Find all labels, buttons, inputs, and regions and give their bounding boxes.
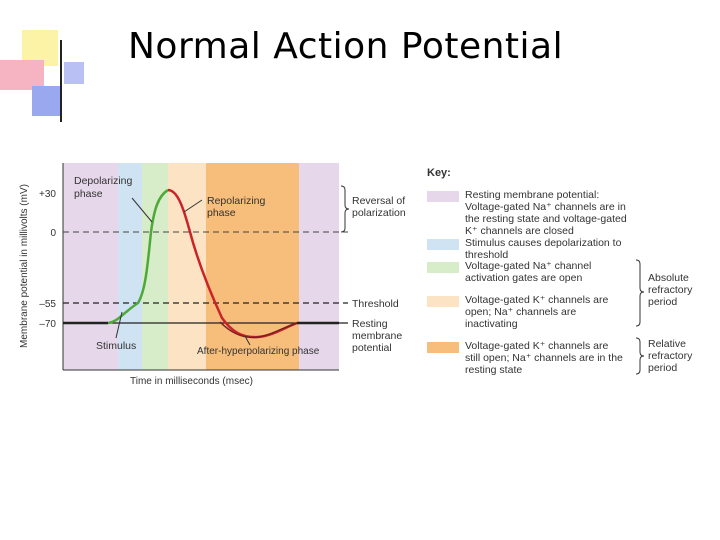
curve-hyper-tail — [219, 321, 298, 339]
band-resting-left — [63, 163, 118, 370]
key-title: Key: — [427, 167, 451, 179]
key-text-na-open: Voltage-gated Na⁺ channel activation gat… — [465, 260, 592, 284]
relative-refractory-label: Relative refractory period — [648, 338, 692, 374]
resting-label-3: potential — [352, 342, 392, 354]
key-text-k-still-open: Voltage-gated K⁺ channels are still open… — [465, 340, 623, 376]
repolarizing-pointer — [183, 199, 203, 213]
reversal-label-2: polarization — [352, 207, 406, 219]
band-after-hyper — [206, 163, 299, 370]
stimulus-label: Stimulus — [96, 340, 136, 352]
depolarizing-label-2: phase — [74, 188, 103, 200]
corner-line — [60, 40, 62, 122]
depolarizing-pointer — [131, 197, 153, 223]
x-axis-label: Time in milliseconds (msec) — [130, 376, 253, 387]
absolute-refractory-line-1: Absolute — [648, 272, 689, 284]
reversal-label-1: Reversal of — [352, 195, 405, 207]
reversal-brace — [340, 185, 350, 233]
corner-square-lilac — [64, 62, 84, 84]
absolute-refractory-line-3: period — [648, 296, 678, 308]
corner-square-lavender — [32, 86, 62, 116]
key-text-resting: Resting membrane potential: Voltage-gate… — [465, 189, 627, 237]
depolarizing-label-1: Depolarizing — [74, 175, 133, 187]
key-item-na-open: Voltage-gated Na⁺ channel activation gat… — [427, 260, 637, 286]
after-hyper-label: After-hyperpolarizing phase — [197, 346, 320, 357]
relative-refractory-brace — [635, 337, 645, 375]
relative-refractory-line-3: period — [648, 362, 678, 374]
stimulus-pointer — [115, 311, 123, 339]
key-item-stimulus: Stimulus causes depolarization to thresh… — [427, 237, 637, 261]
key-swatch-blue — [427, 239, 459, 250]
key-swatch-pink — [427, 191, 459, 202]
y-tick-minus70: –70 — [39, 319, 56, 330]
key-swatch-peach — [427, 296, 459, 307]
relative-refractory-line-1: Relative — [648, 338, 686, 350]
after-hyper-pointer — [244, 335, 251, 346]
slide-title: Normal Action Potential — [128, 26, 564, 67]
absolute-refractory-line-2: refractory — [648, 284, 693, 296]
y-axis-label: Membrane potential in millivolts (mV) — [19, 184, 30, 348]
repolarizing-label-2: phase — [207, 207, 236, 219]
resting-label-1: Resting — [352, 318, 388, 330]
resting-label-2: membrane — [352, 330, 402, 342]
absolute-refractory-label: Absolute refractory period — [648, 272, 692, 308]
key-item-resting: Resting membrane potential: Voltage-gate… — [427, 189, 637, 237]
key-item-k-still-open: Voltage-gated K⁺ channels are still open… — [427, 340, 637, 378]
absolute-refractory-brace — [635, 259, 645, 327]
curve-rising — [107, 188, 169, 325]
band-stimulus — [118, 163, 142, 370]
repolarizing-label-1: Repolarizing — [207, 195, 266, 207]
band-resting-right — [299, 163, 339, 370]
corner-square-pink — [0, 60, 44, 90]
key-text-stimulus: Stimulus causes depolarization to thresh… — [465, 237, 622, 261]
key-item-k-open: Voltage-gated K⁺ channels are open; Na⁺ … — [427, 294, 637, 332]
key-swatch-orange — [427, 342, 459, 353]
key-text-k-open: Voltage-gated K⁺ channels are open; Na⁺ … — [465, 294, 609, 330]
key-swatch-green — [427, 262, 459, 273]
y-tick-plus30: +30 — [39, 189, 56, 200]
y-tick-zero: 0 — [50, 228, 56, 239]
threshold-label: Threshold — [352, 298, 399, 310]
relative-refractory-line-2: refractory — [648, 350, 693, 362]
y-tick-minus55: –55 — [39, 299, 56, 310]
